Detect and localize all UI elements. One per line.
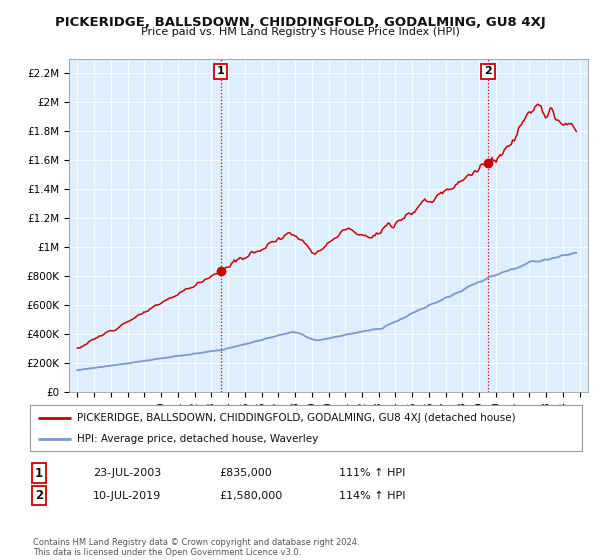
Text: 1: 1 xyxy=(35,466,43,480)
Text: 111% ↑ HPI: 111% ↑ HPI xyxy=(339,468,406,478)
Text: 23-JUL-2003: 23-JUL-2003 xyxy=(93,468,161,478)
Text: Contains HM Land Registry data © Crown copyright and database right 2024.
This d: Contains HM Land Registry data © Crown c… xyxy=(33,538,359,557)
Text: £835,000: £835,000 xyxy=(219,468,272,478)
Text: PICKERIDGE, BALLSDOWN, CHIDDINGFOLD, GODALMING, GU8 4XJ: PICKERIDGE, BALLSDOWN, CHIDDINGFOLD, GOD… xyxy=(55,16,545,29)
Text: £1,580,000: £1,580,000 xyxy=(219,491,282,501)
Text: HPI: Average price, detached house, Waverley: HPI: Average price, detached house, Wave… xyxy=(77,435,318,444)
Text: Price paid vs. HM Land Registry's House Price Index (HPI): Price paid vs. HM Land Registry's House … xyxy=(140,27,460,37)
Text: 2: 2 xyxy=(35,489,43,502)
Text: 114% ↑ HPI: 114% ↑ HPI xyxy=(339,491,406,501)
Text: 2: 2 xyxy=(484,67,492,77)
Text: 1: 1 xyxy=(217,67,224,77)
Text: PICKERIDGE, BALLSDOWN, CHIDDINGFOLD, GODALMING, GU8 4XJ (detached house): PICKERIDGE, BALLSDOWN, CHIDDINGFOLD, GOD… xyxy=(77,413,515,423)
Text: 10-JUL-2019: 10-JUL-2019 xyxy=(93,491,161,501)
